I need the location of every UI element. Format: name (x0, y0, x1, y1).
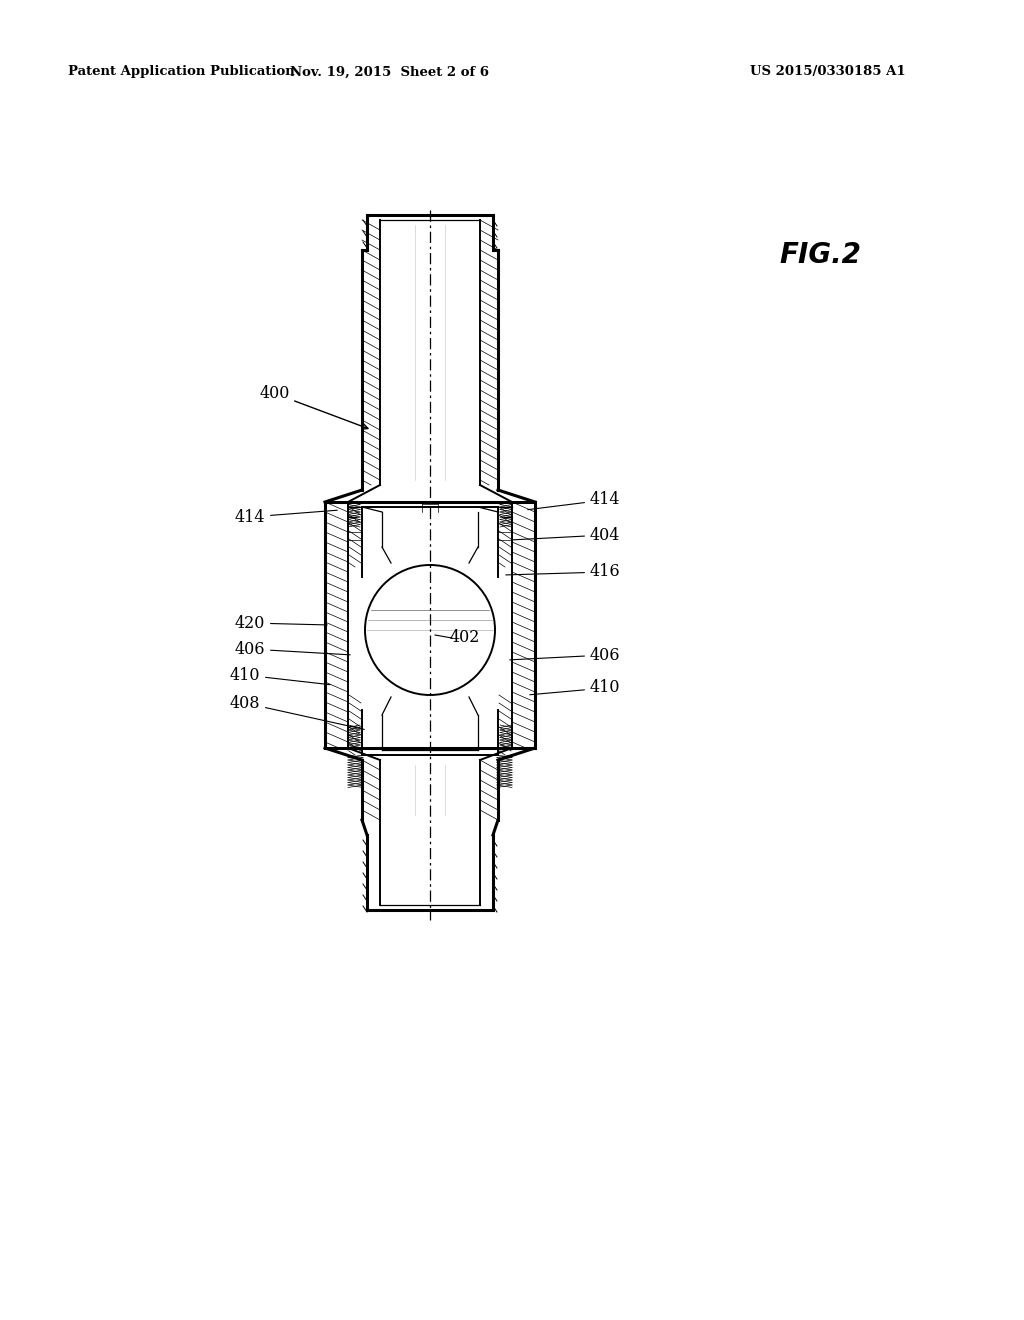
Text: 420: 420 (234, 615, 328, 631)
Text: 410: 410 (229, 667, 330, 685)
Text: 408: 408 (229, 694, 365, 730)
Text: 406: 406 (510, 647, 621, 664)
Text: 410: 410 (529, 680, 621, 697)
Text: 400: 400 (260, 384, 290, 401)
Text: 402: 402 (450, 630, 480, 647)
Text: 404: 404 (513, 527, 621, 544)
Text: Nov. 19, 2015  Sheet 2 of 6: Nov. 19, 2015 Sheet 2 of 6 (291, 66, 489, 78)
Text: US 2015/0330185 A1: US 2015/0330185 A1 (750, 66, 905, 78)
Text: Patent Application Publication: Patent Application Publication (68, 66, 295, 78)
Text: 416: 416 (506, 564, 621, 581)
Text: FIG.2: FIG.2 (779, 242, 861, 269)
Text: 414: 414 (234, 508, 337, 525)
Text: 414: 414 (527, 491, 621, 510)
Text: 406: 406 (234, 640, 350, 657)
